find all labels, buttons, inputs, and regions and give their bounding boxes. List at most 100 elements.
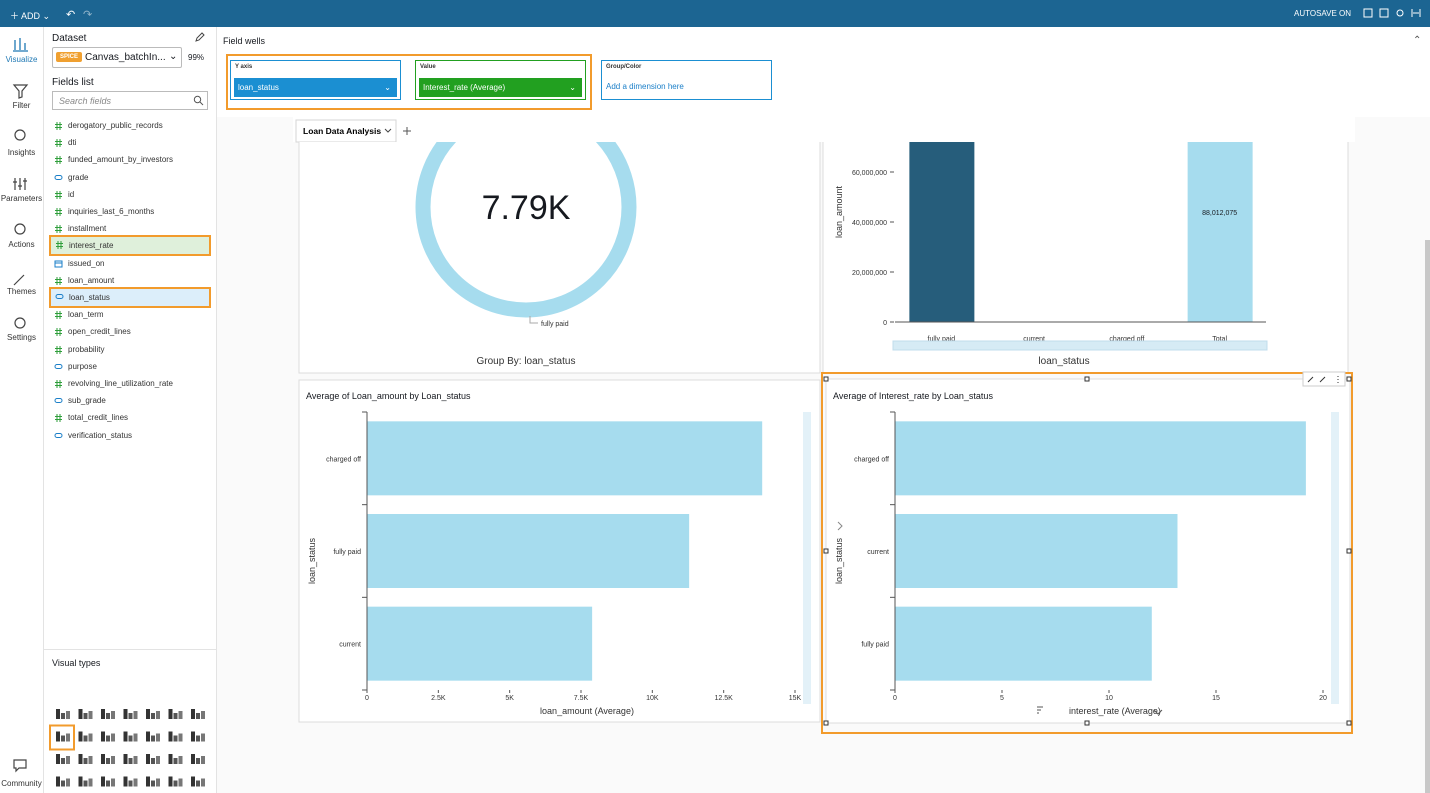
icon-glyph	[201, 778, 205, 787]
field-row[interactable]: revolving_line_utilization_rate	[50, 375, 208, 392]
field-name: loan_status	[69, 293, 110, 302]
redo[interactable]: ↷	[83, 9, 93, 21]
icon-glyph	[83, 780, 88, 787]
icon-glyph	[106, 758, 110, 764]
field-type-icon	[54, 432, 63, 438]
collapse-button[interactable]: ⌃	[1413, 35, 1422, 46]
icon-glyph	[201, 756, 205, 764]
visual-type-icon[interactable]	[168, 776, 183, 787]
undo[interactable]: ↶	[66, 9, 76, 21]
well-value: Interest_rate (Average)	[423, 83, 506, 92]
dataset-select[interactable]: SPICE Canvas_batchIn... ⌄	[52, 47, 182, 68]
field-row[interactable]: dti	[50, 134, 208, 151]
visual-type-icon[interactable]	[123, 754, 138, 764]
scrollbar[interactable]	[1425, 240, 1430, 793]
bar	[895, 606, 1152, 681]
field-row[interactable]: probability	[50, 341, 208, 358]
y-tick-label: current	[339, 642, 361, 649]
selected-frame	[49, 724, 75, 751]
visual-type-icon[interactable]	[78, 776, 93, 787]
nav-item[interactable]: Actions	[8, 240, 35, 249]
field-row[interactable]: inquiries_last_6_months	[50, 203, 208, 220]
visual-type-icon[interactable]	[123, 731, 138, 742]
field-well[interactable]: Y axis loan_status ⌄	[230, 60, 401, 100]
nav-item[interactable]: Insights	[7, 148, 36, 157]
visual-type-icon[interactable]	[191, 754, 205, 764]
visual-type-icon[interactable]	[146, 709, 160, 719]
bar	[367, 606, 593, 681]
visual-type-icon[interactable]	[49, 724, 75, 751]
field-row[interactable]: verification_status	[50, 427, 208, 444]
insights-icon	[14, 129, 26, 141]
field-row[interactable]: loan_amount	[50, 272, 208, 289]
field-well[interactable]: Value Interest_rate (Average) ⌄	[415, 60, 586, 100]
field-row[interactable]: issued_on	[50, 255, 208, 272]
x-tick-label: Total	[1212, 336, 1227, 343]
visual-type-icon[interactable]	[146, 754, 160, 764]
visual-type-icon[interactable]	[78, 731, 93, 742]
field-name: verification_status	[68, 430, 133, 440]
visual-type-icon[interactable]	[101, 731, 115, 742]
visual-type-icon[interactable]	[56, 754, 70, 764]
field-row[interactable]: interest_rate	[49, 235, 211, 257]
visual-type-icon[interactable]	[146, 731, 160, 742]
field-row[interactable]: sub_grade	[50, 392, 208, 409]
visual-type-icon[interactable]	[78, 754, 93, 764]
visual-type-icon[interactable]	[168, 731, 183, 742]
field-well[interactable]: Group/Color Add a dimension here	[601, 60, 772, 100]
icon-glyph	[146, 754, 150, 764]
visual-type-icon[interactable]	[56, 709, 70, 719]
nav-item[interactable]: Visualize	[5, 55, 38, 64]
nav-community[interactable]: Community	[1, 779, 42, 788]
add-button[interactable]: ＋ ADD ⌄	[10, 11, 51, 21]
visual-type-icon[interactable]	[78, 709, 93, 719]
visual-type-icon[interactable]	[101, 754, 115, 764]
field-row[interactable]: derogatory_public_records	[50, 117, 208, 134]
save-icon[interactable]	[1363, 8, 1373, 18]
chart-title: Average of Loan_amount by Loan_status	[306, 391, 471, 401]
x-tick-label: 5	[1000, 695, 1004, 702]
field-type-icon	[55, 328, 62, 337]
slice-label: fully paid	[541, 321, 569, 328]
edit-dataset-icon[interactable]	[194, 31, 206, 43]
icon-glyph	[61, 758, 65, 764]
visual-type-grid	[49, 709, 205, 787]
visual-type-icon[interactable]	[191, 776, 205, 787]
nav-item[interactable]: Settings	[7, 333, 36, 342]
field-row[interactable]: grade	[50, 169, 208, 186]
icon-glyph	[173, 780, 178, 787]
visual-type-icon[interactable]	[101, 776, 115, 787]
donut-ring	[415, 142, 637, 318]
field-row[interactable]: loan_status	[49, 287, 211, 308]
visual-type-icon[interactable]	[56, 776, 70, 787]
well-value: loan_status	[238, 83, 279, 92]
field-row[interactable]: funded_amount_by_investors	[50, 151, 208, 168]
field-row[interactable]: total_credit_lines	[50, 409, 208, 426]
field-row[interactable]: purpose	[50, 358, 208, 375]
visual-type-icon[interactable]	[146, 776, 160, 787]
nav-item[interactable]: Filter	[12, 101, 31, 110]
bar	[909, 142, 975, 322]
visual-type-icon[interactable]	[191, 709, 205, 719]
donut-total: 7.79K	[482, 189, 571, 227]
export-icon[interactable]	[1379, 8, 1389, 18]
share-icon[interactable]	[1396, 9, 1404, 17]
publish-icon[interactable]	[1411, 9, 1421, 17]
visual-menu[interactable]	[1302, 371, 1346, 387]
field-row[interactable]: id	[50, 186, 208, 203]
visual-type-icon[interactable]	[168, 709, 183, 719]
range-slider	[892, 340, 1268, 351]
add-sheet[interactable]	[403, 127, 411, 135]
visual-type-icon[interactable]	[191, 731, 205, 742]
nav-item[interactable]: Themes	[7, 287, 36, 296]
y-axis-title: loan_status	[307, 537, 317, 584]
nav-item[interactable]: Parameters	[0, 194, 43, 203]
visual-type-icon[interactable]	[168, 754, 183, 764]
visual-type-icon[interactable]	[101, 709, 115, 719]
field-row[interactable]: open_credit_lines	[50, 323, 208, 340]
field-row[interactable]: loan_term	[50, 306, 208, 323]
search-box[interactable]: Search fields	[52, 91, 208, 110]
field-row[interactable]: installment	[50, 220, 208, 237]
visual-type-icon[interactable]	[123, 776, 138, 787]
visual-type-icon[interactable]	[123, 709, 138, 719]
